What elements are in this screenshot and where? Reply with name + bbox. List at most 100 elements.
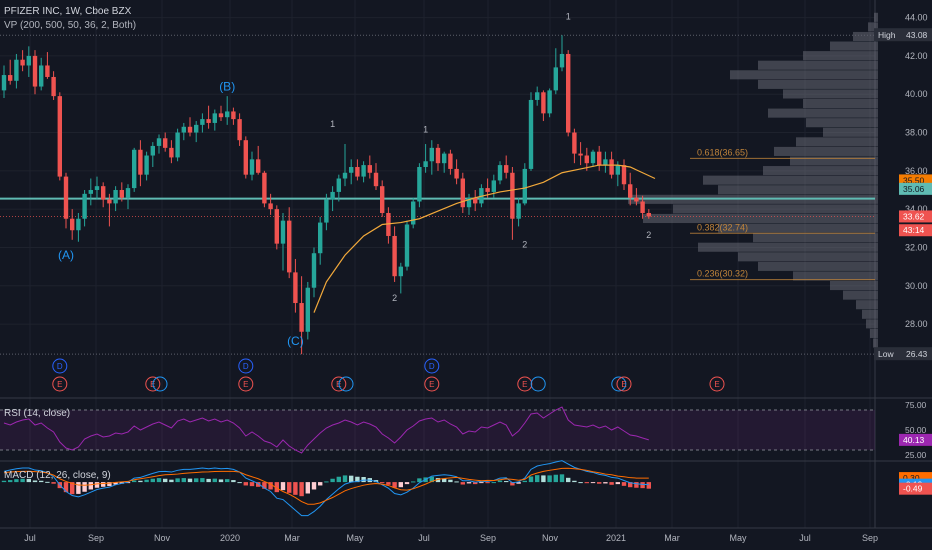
fib-level-label: 0.236(30.32) — [697, 269, 748, 279]
macd-histogram-bar — [225, 479, 230, 483]
macd-histogram-bar — [51, 482, 56, 484]
volume-profile-bar — [806, 118, 878, 128]
macd-histogram-bar — [547, 475, 552, 483]
macd-histogram-bar — [442, 478, 447, 483]
candle-body — [200, 119, 205, 125]
candle-body — [132, 149, 137, 189]
macd-histogram-bar — [194, 478, 199, 483]
rsi-label: RSI (14, close) — [4, 408, 71, 419]
time-axis-tick: Jul — [799, 533, 811, 543]
candle-body — [280, 220, 286, 244]
candle-body — [311, 253, 317, 288]
earnings-marker-hollow — [530, 376, 546, 392]
candle-body — [293, 272, 298, 304]
macd-label: MACD (12, 26, close, 9) — [4, 470, 111, 481]
candle-body — [194, 124, 199, 133]
macd-histogram-bar — [8, 480, 13, 483]
macd-histogram-bar — [299, 482, 304, 497]
candle-body — [318, 222, 323, 254]
volume-profile-bar — [830, 281, 878, 291]
rsi-value-tag-bg — [899, 433, 932, 446]
dividend-marker-label: D — [57, 362, 63, 371]
candle-body — [107, 199, 112, 204]
macd-histogram-bar — [256, 482, 261, 487]
macd-histogram-bar — [336, 476, 341, 483]
time-axis-tick: Mar — [664, 533, 680, 543]
macd-signal-line — [3, 467, 649, 505]
earnings-marker — [517, 376, 533, 392]
rsi-band-fill — [0, 410, 875, 450]
candle-body — [212, 113, 217, 123]
candle-body — [429, 147, 434, 162]
macd-histogram-bar — [541, 475, 546, 483]
macd-histogram-bar — [510, 482, 515, 486]
price-tag-value: 43:14 — [903, 225, 925, 235]
price-tag-bg — [874, 347, 932, 361]
price-tag-bg — [899, 224, 932, 237]
wave-label: (A) — [58, 248, 74, 262]
macd-histogram-bar — [628, 482, 633, 488]
volume-profile-bar — [843, 290, 878, 300]
fib-level-label: 0.382(32.74) — [697, 222, 748, 232]
volume-profile-bar — [823, 127, 878, 137]
macd-histogram-bar — [361, 477, 366, 483]
dividend-marker — [424, 358, 440, 374]
candle-body — [572, 132, 577, 154]
candle-body — [8, 75, 13, 81]
macd-histogram-bar — [82, 482, 87, 492]
rsi-line — [3, 406, 649, 454]
macd-histogram-bar — [311, 482, 317, 490]
candle-body — [597, 151, 602, 166]
candle-body — [256, 159, 261, 173]
volume-profile-bar — [856, 300, 878, 310]
volume-profile-bar — [803, 51, 878, 61]
macd-value-tag: 0.30 — [903, 473, 920, 483]
wave-label: 1 — [423, 125, 428, 135]
macd-histogram-bar — [479, 482, 484, 484]
earnings-marker-label: E — [429, 380, 434, 389]
time-axis-tick: 2021 — [606, 533, 626, 543]
candle-body — [94, 186, 100, 190]
candle-body — [373, 172, 379, 187]
candle-body — [101, 186, 106, 200]
price-tag-value: 35.50 — [903, 175, 925, 185]
candle-body — [187, 126, 193, 133]
macd-histogram-bar — [113, 482, 118, 485]
volume-profile-bar — [758, 79, 878, 89]
candle-body — [646, 212, 651, 217]
price-axis-tick: 36.00 — [905, 166, 928, 176]
macd-histogram-bar — [206, 478, 211, 483]
macd-histogram-bar — [411, 481, 416, 483]
candle-body — [32, 55, 38, 87]
macd-histogram-bar — [156, 478, 162, 483]
macd-histogram-bar — [249, 482, 255, 487]
earnings-marker — [424, 376, 440, 392]
candle-body — [578, 153, 583, 156]
candle-body — [535, 92, 540, 100]
macd-value-tag: -0.49 — [903, 484, 923, 494]
macd-histogram-bar — [318, 482, 323, 486]
time-axis-tick: Sep — [862, 533, 878, 543]
price-axis-tick: 44.00 — [905, 13, 928, 23]
candle-body — [609, 159, 614, 175]
candle-body — [547, 90, 552, 114]
macd-histogram-bar — [516, 482, 521, 484]
macd-histogram-bar — [466, 482, 472, 484]
candle-body — [26, 55, 31, 66]
price-tag-value: 26.43 — [906, 349, 928, 359]
macd-histogram-bar — [39, 480, 44, 483]
volume-profile-bar — [830, 41, 878, 51]
time-axis-tick: May — [729, 533, 747, 543]
volume-profile-bar — [738, 252, 878, 262]
macd-histogram-bar — [88, 482, 93, 490]
rsi-value-tag: 40.13 — [903, 435, 925, 445]
candle-body — [466, 197, 472, 208]
macd-histogram-bar — [640, 482, 645, 489]
candle-body — [138, 149, 143, 175]
macd-histogram-bar — [584, 482, 589, 484]
macd-histogram-bar — [609, 482, 614, 485]
candle-body — [88, 190, 93, 194]
candle-body — [435, 147, 441, 164]
